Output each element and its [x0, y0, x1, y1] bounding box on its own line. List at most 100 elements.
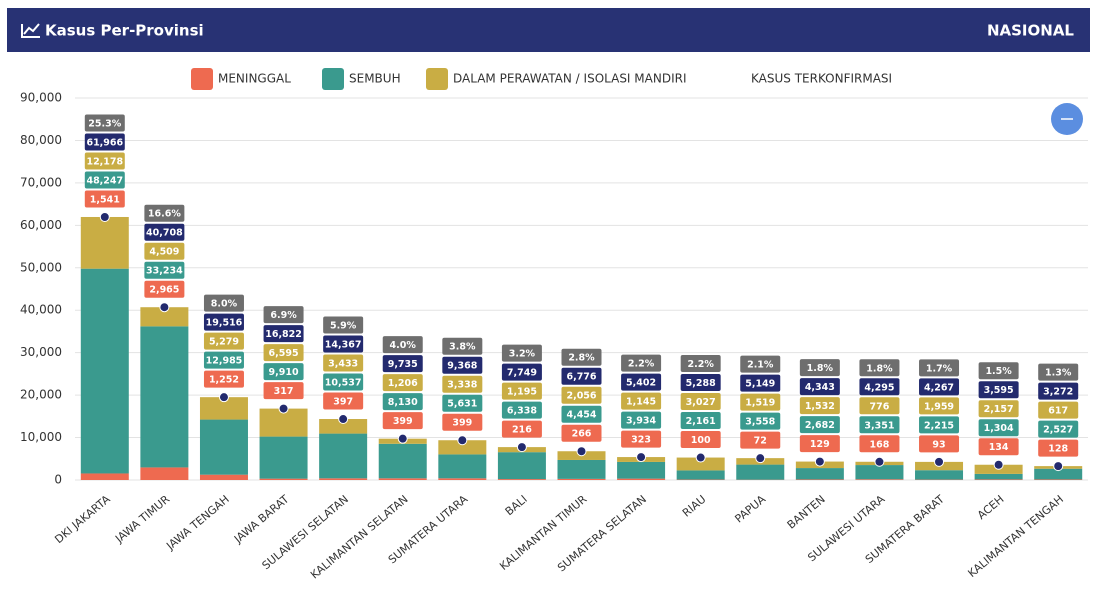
total-dot	[994, 460, 1003, 469]
value-label: 1,959	[924, 401, 954, 412]
value-label: 216	[512, 425, 532, 436]
bar-segment	[200, 420, 248, 475]
bar-segment	[200, 475, 248, 480]
y-tick-label: 30,000	[20, 345, 62, 359]
value-label: 93	[932, 439, 945, 450]
total-dot	[875, 457, 884, 466]
value-label: 5,402	[626, 378, 656, 389]
legend-swatch	[191, 68, 213, 90]
legend-item[interactable]: MENINGGAL	[191, 68, 291, 90]
bar-segment	[855, 479, 903, 480]
bar-segment	[617, 462, 665, 479]
header-scope[interactable]: NASIONAL	[987, 22, 1074, 40]
legend-swatch	[426, 68, 448, 90]
value-label: 2,215	[924, 420, 954, 431]
bar-segment	[498, 452, 546, 479]
legend-label: SEMBUH	[349, 72, 401, 86]
value-label: 6,338	[507, 406, 537, 417]
value-label: 3,433	[328, 359, 358, 370]
value-label: 9,368	[447, 361, 477, 372]
value-label: 4.0%	[390, 340, 417, 351]
x-tick-label: PAPUA	[732, 492, 768, 525]
value-label: 16.6%	[148, 209, 181, 220]
value-label: 1,206	[388, 378, 418, 389]
x-tick-label: RIAU	[680, 493, 709, 520]
bar-segment	[438, 454, 486, 478]
legend-label: KASUS TERKONFIRMASI	[751, 72, 892, 86]
value-label: 323	[631, 435, 651, 446]
value-label: 4,295	[864, 382, 894, 393]
x-tick-label: JAWA BARAT	[231, 492, 292, 546]
total-dot	[458, 436, 467, 445]
total-dot	[577, 447, 586, 456]
x-tick-label: ACEH	[975, 493, 1007, 522]
x-tick-label: BANTEN	[785, 493, 828, 532]
value-label: 6,595	[269, 348, 299, 359]
y-tick-label: 10,000	[20, 430, 62, 444]
total-dot	[696, 453, 705, 462]
value-label: 3,558	[745, 417, 775, 428]
bar-segment	[915, 470, 963, 479]
x-tick-label: BALI	[503, 493, 530, 519]
bar-segment	[975, 474, 1023, 480]
value-label: 2.8%	[568, 353, 595, 364]
x-tick-label: DKI JAKARTA	[52, 492, 113, 546]
y-tick-label: 70,000	[20, 175, 62, 189]
value-label: 129	[810, 439, 830, 450]
value-label: 1.5%	[985, 366, 1012, 377]
value-label: 128	[1048, 444, 1068, 455]
bar-segment	[498, 479, 546, 480]
x-tick-label: JAWA TIMUR	[112, 492, 172, 546]
value-label: 61,966	[86, 137, 123, 148]
value-label: 1.8%	[807, 363, 834, 374]
value-label: 12,178	[86, 156, 123, 167]
legend-item[interactable]: SEMBUH	[322, 68, 401, 90]
value-label: 5,288	[686, 378, 716, 389]
bar-segment	[319, 478, 367, 480]
x-tick-label: JAWA TENGAH	[163, 493, 231, 553]
value-label: 5,149	[745, 379, 775, 390]
value-label: 1,252	[209, 375, 239, 386]
value-label: 3,351	[864, 420, 894, 431]
value-label: 100	[691, 435, 711, 446]
value-label: 6.9%	[270, 310, 297, 321]
value-label: 2,157	[984, 404, 1014, 415]
bar-segment	[617, 479, 665, 480]
total-dot	[815, 457, 824, 466]
value-label: 317	[274, 386, 294, 397]
value-label: 3.2%	[509, 349, 536, 360]
value-label: 2,527	[1043, 425, 1073, 436]
total-dot	[339, 415, 348, 424]
value-label: 16,822	[265, 329, 302, 340]
legend-swatch	[322, 68, 344, 90]
bar-segment	[975, 479, 1023, 480]
value-label: 5,631	[447, 399, 477, 410]
bar-segment	[677, 470, 725, 479]
collapse-button[interactable]	[1051, 103, 1083, 135]
value-label: 8,130	[388, 397, 418, 408]
value-label: 399	[452, 418, 472, 429]
legend-item[interactable]: KASUS TERKONFIRMASI	[751, 72, 892, 86]
value-label: 397	[333, 397, 353, 408]
value-label: 2.2%	[628, 359, 655, 370]
total-dot	[756, 454, 765, 463]
value-label: 10,537	[325, 378, 362, 389]
legend-label: DALAM PERAWATAN / ISOLASI MANDIRI	[453, 72, 686, 86]
bar-segment	[558, 479, 606, 480]
value-label: 3,027	[686, 397, 716, 408]
value-label: 48,247	[86, 175, 123, 186]
value-label: 9,735	[388, 359, 418, 370]
value-label: 1,532	[805, 401, 835, 412]
value-label: 72	[754, 436, 767, 447]
bar-segment	[438, 478, 486, 480]
legend-item[interactable]: DALAM PERAWATAN / ISOLASI MANDIRI	[426, 68, 686, 90]
bar-segment	[260, 437, 308, 479]
value-label: 1,541	[90, 194, 120, 205]
value-label: 12,985	[206, 356, 243, 367]
value-label: 134	[989, 442, 1009, 453]
header-title: Kasus Per-Provinsi	[45, 22, 204, 40]
value-label: 25.3%	[88, 118, 121, 129]
bar-segment	[379, 444, 427, 479]
value-label: 33,234	[146, 266, 183, 277]
bar-segment	[260, 479, 308, 480]
